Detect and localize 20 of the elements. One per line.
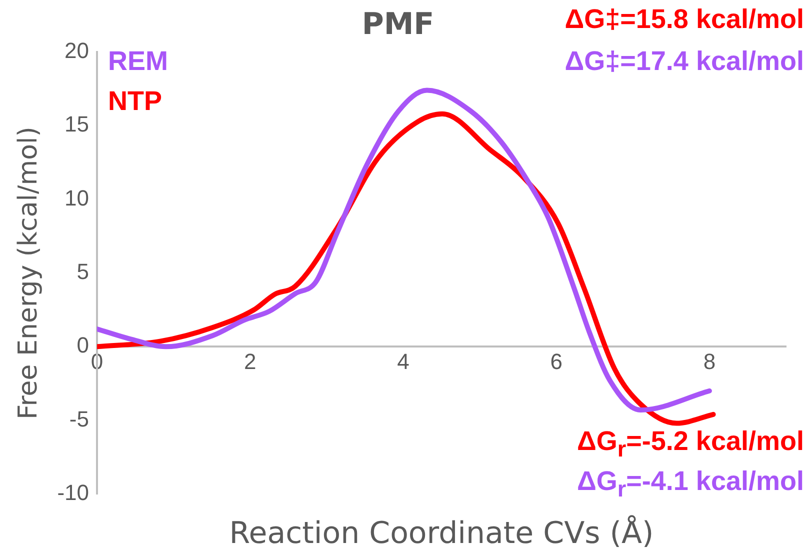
annotation: ΔG‡=17.4 kcal/mol [564,46,804,76]
y-tick-label: 15 [64,112,89,137]
text: REM [108,46,168,76]
text: NTP [108,86,162,116]
x-axis-title: Reaction Coordinate CVs (Å) [229,514,654,551]
y-tick-label: -10 [57,480,89,506]
y-tick-label: 5 [76,259,89,284]
x-tick-label: 8 [703,348,716,374]
text: ΔG‡=15.8 kcal/mol [564,4,804,34]
y-tick-label: 10 [64,185,89,210]
y-tick-label: -5 [69,406,89,432]
x-tick-label: 4 [397,348,410,374]
annotation: ΔG$_{r}$=-4.1 kcal/mol [576,466,804,502]
y-tick-label: 20 [64,38,89,64]
y-axis-title: Free Energy (kcal/mol) [13,126,44,420]
x-tick-label: 2 [244,348,256,374]
x-tick-label: 6 [550,348,562,374]
annotation: ΔG$_{r}$=-5.2 kcal/mol [576,426,804,462]
y-tick-label: 0 [76,332,89,358]
chart-title: PMF [362,6,434,42]
